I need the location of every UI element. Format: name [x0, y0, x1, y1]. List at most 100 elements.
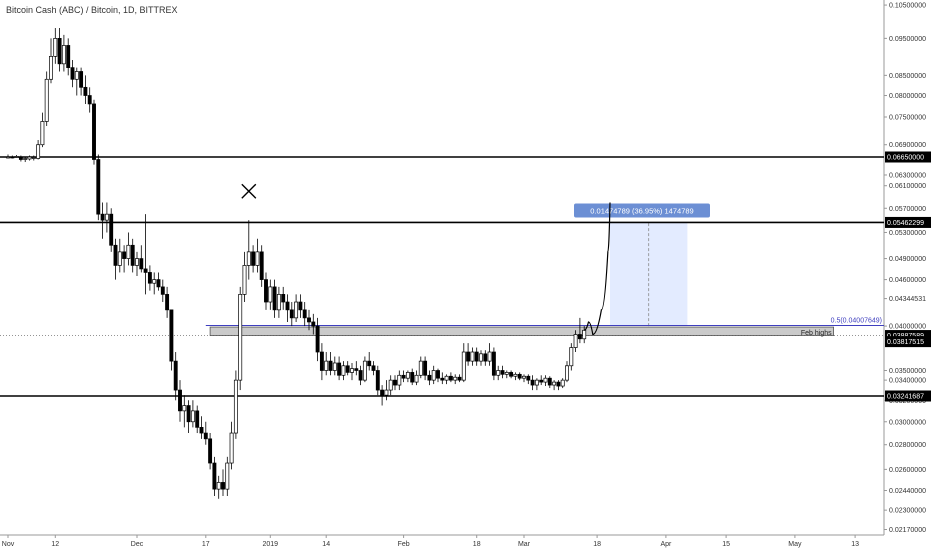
- y-tick-label: 0.04344531: [889, 296, 926, 303]
- y-tick-label: 0.08500000: [889, 73, 926, 80]
- candle-body: [173, 360, 178, 391]
- candle-body: [40, 121, 45, 146]
- candle-body: [285, 301, 290, 311]
- candle-body: [242, 265, 247, 295]
- price-tag-label: 0.03817515: [887, 339, 924, 346]
- candle-body: [130, 244, 135, 266]
- candle-body: [113, 244, 118, 266]
- y-tick-label: 0.03400000: [889, 378, 926, 385]
- candle-body: [569, 347, 574, 367]
- candle-body: [358, 370, 363, 381]
- candle-body: [573, 334, 578, 348]
- y-tick-label: 0.02440000: [889, 488, 926, 495]
- x-tick-label: 2019: [263, 541, 279, 548]
- candle-body: [431, 370, 436, 381]
- candle-body: [393, 379, 397, 386]
- candle-body: [23, 158, 28, 160]
- x-tick-label: 13: [851, 541, 859, 548]
- x-tick-label: 12: [51, 541, 59, 548]
- candle-body: [79, 71, 84, 88]
- x-tick-label: 18: [473, 541, 481, 548]
- candle-body: [53, 38, 58, 57]
- candle-body: [281, 294, 286, 303]
- candle-body: [264, 279, 268, 303]
- candle-body: [552, 381, 557, 386]
- candle-body: [466, 351, 471, 362]
- y-tick-label: 0.06900000: [889, 142, 926, 149]
- candle-body: [440, 377, 445, 381]
- candle-body: [522, 375, 526, 379]
- candle-body: [70, 67, 75, 80]
- candle-body: [345, 365, 350, 373]
- candle-body: [328, 360, 333, 371]
- candle-body: [414, 374, 419, 383]
- candle-body: [496, 370, 501, 376]
- candle-body: [259, 251, 264, 280]
- candle-body: [397, 374, 402, 386]
- candle-body: [337, 362, 342, 376]
- candle-body: [139, 258, 144, 270]
- candle-body: [109, 213, 114, 246]
- x-tick-label: Apr: [660, 541, 672, 548]
- candle-body: [487, 351, 492, 362]
- x-tick-label: Mar: [518, 541, 531, 548]
- candle-body: [418, 360, 423, 376]
- candle-body: [36, 144, 41, 159]
- candle-body: [577, 334, 582, 340]
- x-tick-label: May: [788, 541, 802, 548]
- y-tick-label: 0.03500000: [889, 368, 926, 375]
- candle-body: [302, 309, 307, 319]
- candle-body: [122, 251, 127, 259]
- level-tag-label: 0.06650000: [887, 155, 924, 162]
- price-tag: [885, 330, 931, 342]
- candle-body: [87, 95, 92, 105]
- candle-body: [341, 365, 346, 376]
- candle-body: [135, 258, 139, 266]
- candle-body: [49, 55, 53, 80]
- candle-body: [27, 156, 32, 160]
- candle-body: [221, 482, 225, 490]
- candle-body: [178, 389, 182, 412]
- candle-body: [474, 351, 479, 362]
- candle-body: [294, 301, 299, 319]
- candle-body: [401, 374, 406, 379]
- candle-body: [251, 251, 256, 266]
- y-tick-label: 0.06100000: [889, 183, 926, 190]
- y-tick-label: 0.02300000: [889, 508, 926, 515]
- candle-body: [315, 325, 320, 353]
- y-tick-label: 0.04600000: [889, 277, 926, 284]
- candle-body: [405, 372, 410, 379]
- candle-body: [375, 370, 380, 391]
- candle-body: [582, 329, 587, 340]
- level-tag: [885, 151, 931, 163]
- candle-body: [268, 286, 273, 303]
- x-tick-label: 18: [593, 541, 601, 548]
- candle-body: [479, 353, 483, 362]
- candle-body: [362, 360, 367, 381]
- y-tick-label: 0.05700000: [889, 206, 926, 213]
- candle-body: [18, 157, 23, 160]
- candle-body: [229, 432, 234, 464]
- candle-body: [298, 301, 303, 311]
- candle-body: [186, 405, 191, 423]
- candle-body: [311, 321, 316, 327]
- price-tag: [885, 336, 931, 348]
- fib-label: 0.5(0.04007649): [831, 317, 882, 324]
- candle-body: [57, 38, 62, 65]
- level-tag: [885, 390, 931, 402]
- candle-body: [513, 373, 518, 377]
- candle-body: [216, 482, 221, 490]
- level-tag: [885, 216, 931, 228]
- candle-body: [165, 294, 170, 311]
- candle-body: [203, 432, 208, 440]
- candle-body: [255, 251, 260, 266]
- y-tick-label: 0.06300000: [889, 172, 926, 179]
- x-tick-label: 14: [322, 541, 330, 548]
- candle-body: [410, 372, 415, 383]
- candle-body: [539, 379, 544, 383]
- candle-body: [500, 370, 505, 375]
- candle-body: [491, 351, 496, 376]
- candle-body: [276, 294, 281, 311]
- y-tick-label: 0.05300000: [889, 230, 926, 237]
